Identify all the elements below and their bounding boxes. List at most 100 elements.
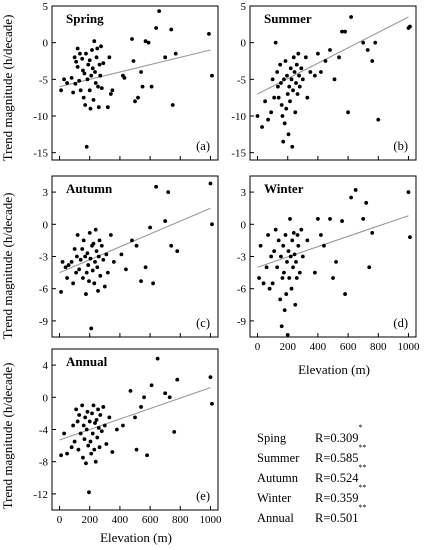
data-point xyxy=(365,48,370,52)
data-point xyxy=(149,383,154,388)
x-tick-label: 800 xyxy=(370,341,387,353)
data-point xyxy=(255,114,260,118)
data-point xyxy=(65,451,69,456)
data-point xyxy=(108,233,113,237)
data-point xyxy=(261,281,266,286)
data-point xyxy=(71,423,76,428)
data-point xyxy=(81,238,86,243)
data-point xyxy=(331,276,335,280)
data-point xyxy=(75,64,80,69)
data-point xyxy=(263,99,267,104)
data-point xyxy=(86,263,91,267)
data-point xyxy=(276,238,281,243)
data-point xyxy=(316,217,320,221)
data-point xyxy=(299,66,304,71)
data-point xyxy=(98,273,103,278)
data-point xyxy=(210,73,214,78)
data-point xyxy=(85,77,90,82)
stats-row: Summer R=0.585 ** xyxy=(257,444,427,468)
data-point xyxy=(93,227,98,232)
data-point xyxy=(102,284,107,289)
data-point xyxy=(370,230,375,235)
data-point xyxy=(89,73,94,78)
data-point xyxy=(288,99,292,104)
data-point xyxy=(285,332,290,337)
y-tick-label: -8 xyxy=(39,457,49,469)
stats-r: R=0.309 xyxy=(315,431,359,445)
data-point xyxy=(140,84,145,89)
y-axis-title-bottom: Trend magnitude (h/decade) xyxy=(0,362,15,510)
data-point xyxy=(96,425,101,430)
data-point xyxy=(136,95,140,100)
data-point xyxy=(305,238,310,243)
data-point xyxy=(323,59,328,63)
data-point xyxy=(319,70,323,74)
y-tick-label: -3 xyxy=(39,252,49,264)
data-point xyxy=(93,459,98,464)
data-point xyxy=(78,88,83,93)
data-point xyxy=(139,405,143,409)
data-point xyxy=(66,263,71,267)
data-point xyxy=(373,40,378,45)
data-point xyxy=(284,106,289,111)
data-point xyxy=(279,81,283,85)
y-tick-label: 0 xyxy=(43,392,49,404)
data-point xyxy=(273,227,278,232)
data-point xyxy=(84,51,88,56)
data-point xyxy=(71,281,76,286)
panel-annual: 4 0 -4 -8 -12 0 200 400 600 800 1000 Annual (e) xyxy=(33,348,222,526)
data-point xyxy=(281,243,286,248)
y-axis-title-top: Trend magnitude (h/decade) xyxy=(0,14,15,162)
data-point xyxy=(295,92,300,96)
y-tick-label: -3 xyxy=(237,252,247,264)
data-point xyxy=(77,413,82,417)
data-point xyxy=(74,59,79,64)
data-point xyxy=(300,254,305,259)
data-point xyxy=(276,84,280,89)
trend-line xyxy=(257,215,409,268)
data-point xyxy=(316,51,320,56)
data-point xyxy=(72,55,77,60)
data-point xyxy=(170,103,175,107)
data-point xyxy=(86,62,91,67)
data-point xyxy=(142,395,146,400)
data-point xyxy=(361,217,366,221)
data-point xyxy=(128,388,133,393)
data-point xyxy=(121,423,125,428)
data-point xyxy=(90,66,95,71)
data-point xyxy=(74,270,79,275)
data-point xyxy=(408,24,412,29)
data-point xyxy=(292,70,297,74)
data-point xyxy=(285,259,289,264)
data-point xyxy=(90,431,95,436)
data-point xyxy=(154,184,159,189)
y-tick-label: 0 xyxy=(43,219,49,231)
data-point xyxy=(282,270,286,275)
data-point xyxy=(346,110,350,115)
data-point xyxy=(285,73,289,78)
data-point xyxy=(95,46,100,51)
y-tick-label: 3 xyxy=(43,187,49,199)
data-point xyxy=(89,451,94,456)
data-point xyxy=(270,77,275,82)
data-point xyxy=(110,450,115,454)
data-point xyxy=(98,73,103,78)
data-point xyxy=(69,75,74,80)
data-point xyxy=(282,121,287,126)
data-point xyxy=(130,238,134,243)
data-point xyxy=(71,90,76,95)
x-tick-label: 1000 xyxy=(397,341,420,353)
data-point xyxy=(96,254,101,259)
data-point xyxy=(76,447,81,452)
data-point xyxy=(322,243,326,248)
data-point xyxy=(143,39,148,44)
data-point xyxy=(337,55,341,60)
data-point xyxy=(172,430,177,434)
plot-frame xyxy=(249,5,417,161)
data-point xyxy=(87,490,91,495)
data-point xyxy=(260,125,264,129)
data-point xyxy=(289,286,294,291)
data-point xyxy=(286,249,291,254)
panel-label: (e) xyxy=(196,489,210,503)
data-point xyxy=(87,58,92,63)
